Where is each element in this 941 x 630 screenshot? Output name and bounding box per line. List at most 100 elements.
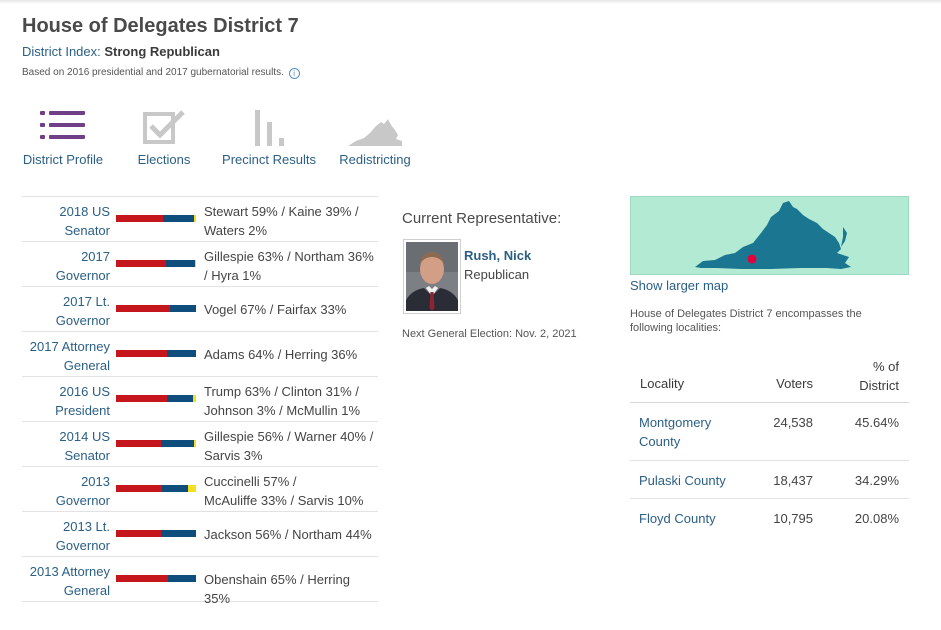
virginia-state-map — [695, 201, 851, 269]
nav-label: Redistricting — [339, 152, 411, 167]
locality-link[interactable]: Floyd County — [639, 511, 716, 526]
representative-name-link[interactable]: Rush, Nick — [464, 248, 532, 263]
result-text-line1: Gillespie 56% / Warner 40% / — [204, 429, 374, 444]
result-text: Obenshain 65% / Herring 35% — [204, 570, 378, 608]
result-text-line1: Cuccinelli 57% / — [204, 474, 297, 489]
result-text-line1: Stewart 59% / Kaine 39% / — [204, 204, 359, 219]
district-index-value: Strong Republican — [104, 44, 220, 59]
result-text-line1: Obenshain 65% / Herring 35% — [204, 572, 350, 606]
virginia-map-icon — [348, 119, 402, 146]
result-bar — [116, 305, 196, 312]
result-text: Trump 63% / Clinton 31% / Johnson 3% / Mc… — [204, 382, 378, 420]
other-share-segment — [194, 215, 196, 222]
index-basis-text: Based on 2016 presidential and 2017 gube… — [22, 67, 284, 78]
election-result-row: 2017 Attorney General Adams 64% / Herring … — [22, 332, 378, 377]
race-link[interactable]: 2016 US President — [18, 382, 110, 420]
other-share-segment — [193, 440, 196, 447]
democrat-share-segment — [167, 350, 196, 357]
result-text: Stewart 59% / Kaine 39% / Waters 2% — [204, 202, 378, 240]
race-name-line1: 2014 US — [59, 429, 110, 444]
result-text-line1: Adams 64% / Herring 36% — [204, 347, 358, 362]
nav-district-profile[interactable]: District Profile — [20, 106, 106, 170]
republican-share-segment — [116, 395, 168, 402]
locality-voters: 24,538 — [773, 415, 813, 430]
republican-share-segment — [116, 485, 162, 492]
race-name-line2: Governor — [55, 313, 110, 328]
next-general-election: Next General Election: Nov. 2, 2021 — [402, 328, 577, 340]
current-representative-heading: Current Representative: — [402, 210, 562, 227]
election-result-row: 2016 US President Trump 63% / Clinton 31% … — [22, 377, 378, 422]
republican-share-segment — [116, 305, 170, 312]
locality-voters: 10,795 — [773, 511, 813, 526]
result-text: Gillespie 56% / Warner 40% / Sarvis 3% — [204, 427, 378, 465]
result-text-line1: Gillespie 63% / Northam 36% — [204, 249, 374, 264]
district-map[interactable] — [630, 196, 909, 275]
info-icon[interactable]: i — [288, 68, 300, 79]
result-text-line2: Waters 2% — [204, 223, 268, 238]
district-index: District Index: Strong Republican — [22, 44, 220, 59]
locality-pct: 20.08% — [854, 511, 899, 526]
race-name-line1: 2017 Lt. — [63, 294, 110, 309]
democrat-share-segment — [169, 305, 196, 312]
result-bar — [116, 260, 196, 267]
republican-share-segment — [116, 260, 167, 267]
representative-party: Republican — [464, 267, 530, 282]
result-text-line1: Jackson 56% / Northam 44% — [204, 527, 372, 542]
column-header-voters: Voters — [776, 376, 813, 391]
election-result-row: 2017 Lt. Governor Vogel 67% / Fairfax 33% — [22, 287, 378, 332]
race-link[interactable]: 2017 Lt. Governor — [18, 292, 110, 330]
race-name-line1: 2017 Attorney — [29, 339, 110, 354]
democrat-share-segment — [167, 395, 193, 402]
democrat-share-segment — [161, 440, 194, 447]
locality-pct: 34.29% — [854, 473, 899, 488]
locality-link[interactable]: Montgomery County — [639, 415, 712, 449]
republican-share-segment — [116, 215, 164, 222]
election-result-row: 2013 Attorney General Obenshain 65% / Herr… — [22, 557, 378, 606]
nav-redistricting[interactable]: Redistricting — [334, 106, 416, 170]
race-name-line1: 2013 Attorney — [29, 564, 110, 579]
race-link[interactable]: 2013 Lt. Governor — [18, 517, 110, 555]
election-results-list: 2018 US Senator Stewart 59% / Kaine 39% / W… — [22, 196, 378, 606]
result-text-line2: Johnson 3% / McMullin 1% — [204, 403, 361, 418]
result-bar — [116, 440, 196, 447]
race-link[interactable]: 2017 Attorney General — [18, 337, 110, 375]
district-index-label: District Index: — [22, 44, 101, 59]
show-larger-map-link[interactable]: Show larger map — [630, 278, 729, 293]
race-name-line1: 2017 — [81, 249, 110, 264]
race-link[interactable]: 2013 Attorney General — [18, 562, 110, 600]
result-text: Adams 64% / Herring 36% — [204, 345, 378, 364]
nav-precinct-results[interactable]: Precinct Results — [220, 106, 318, 170]
race-name-line2: General — [63, 583, 110, 598]
result-bar — [116, 485, 196, 492]
table-row: Pulaski County 18,437 34.29% — [630, 461, 909, 499]
election-result-row: 2013 Governor Cuccinelli 57% / McAuliffe 33… — [22, 467, 378, 512]
nav-label: Elections — [137, 152, 191, 167]
race-name-line2: Governor — [55, 493, 110, 508]
republican-share-segment — [116, 530, 161, 537]
race-link[interactable]: 2013 Governor — [18, 472, 110, 510]
race-name-line1: 2013 — [81, 474, 110, 489]
page-title: House of Delegates District 7 — [22, 15, 299, 37]
table-header-row: Locality Voters % of District — [630, 356, 909, 403]
result-text: Jackson 56% / Northam 44% — [204, 525, 378, 544]
top-shadow — [0, 0, 941, 4]
result-text: Vogel 67% / Fairfax 33% — [204, 300, 378, 319]
representative-photo[interactable] — [403, 239, 461, 314]
race-name-line2: Senator — [64, 448, 110, 463]
result-bar — [116, 530, 196, 537]
localities-intro: House of Delegates District 7 encompasse… — [630, 308, 862, 334]
nav-elections[interactable]: Elections — [130, 106, 198, 170]
locality-pct: 45.64% — [854, 415, 899, 430]
election-result-row: 2014 US Senator Gillespie 56% / Warner 40%… — [22, 422, 378, 467]
result-text-line2: Sarvis 3% — [204, 448, 263, 463]
race-link[interactable]: 2018 US Senator — [18, 202, 110, 240]
race-link[interactable]: 2017 Governor — [18, 247, 110, 285]
column-header-pct-line2: District — [859, 378, 899, 393]
race-link[interactable]: 2014 US Senator — [18, 427, 110, 465]
locality-link[interactable]: Pulaski County — [639, 473, 726, 488]
table-row: Montgomery County 24,538 45.64% — [630, 403, 909, 461]
race-name-line2: President — [55, 403, 110, 418]
race-name-line2: Senator — [64, 223, 110, 238]
table-row: Floyd County 10,795 20.08% — [630, 499, 909, 537]
republican-share-segment — [116, 575, 168, 582]
